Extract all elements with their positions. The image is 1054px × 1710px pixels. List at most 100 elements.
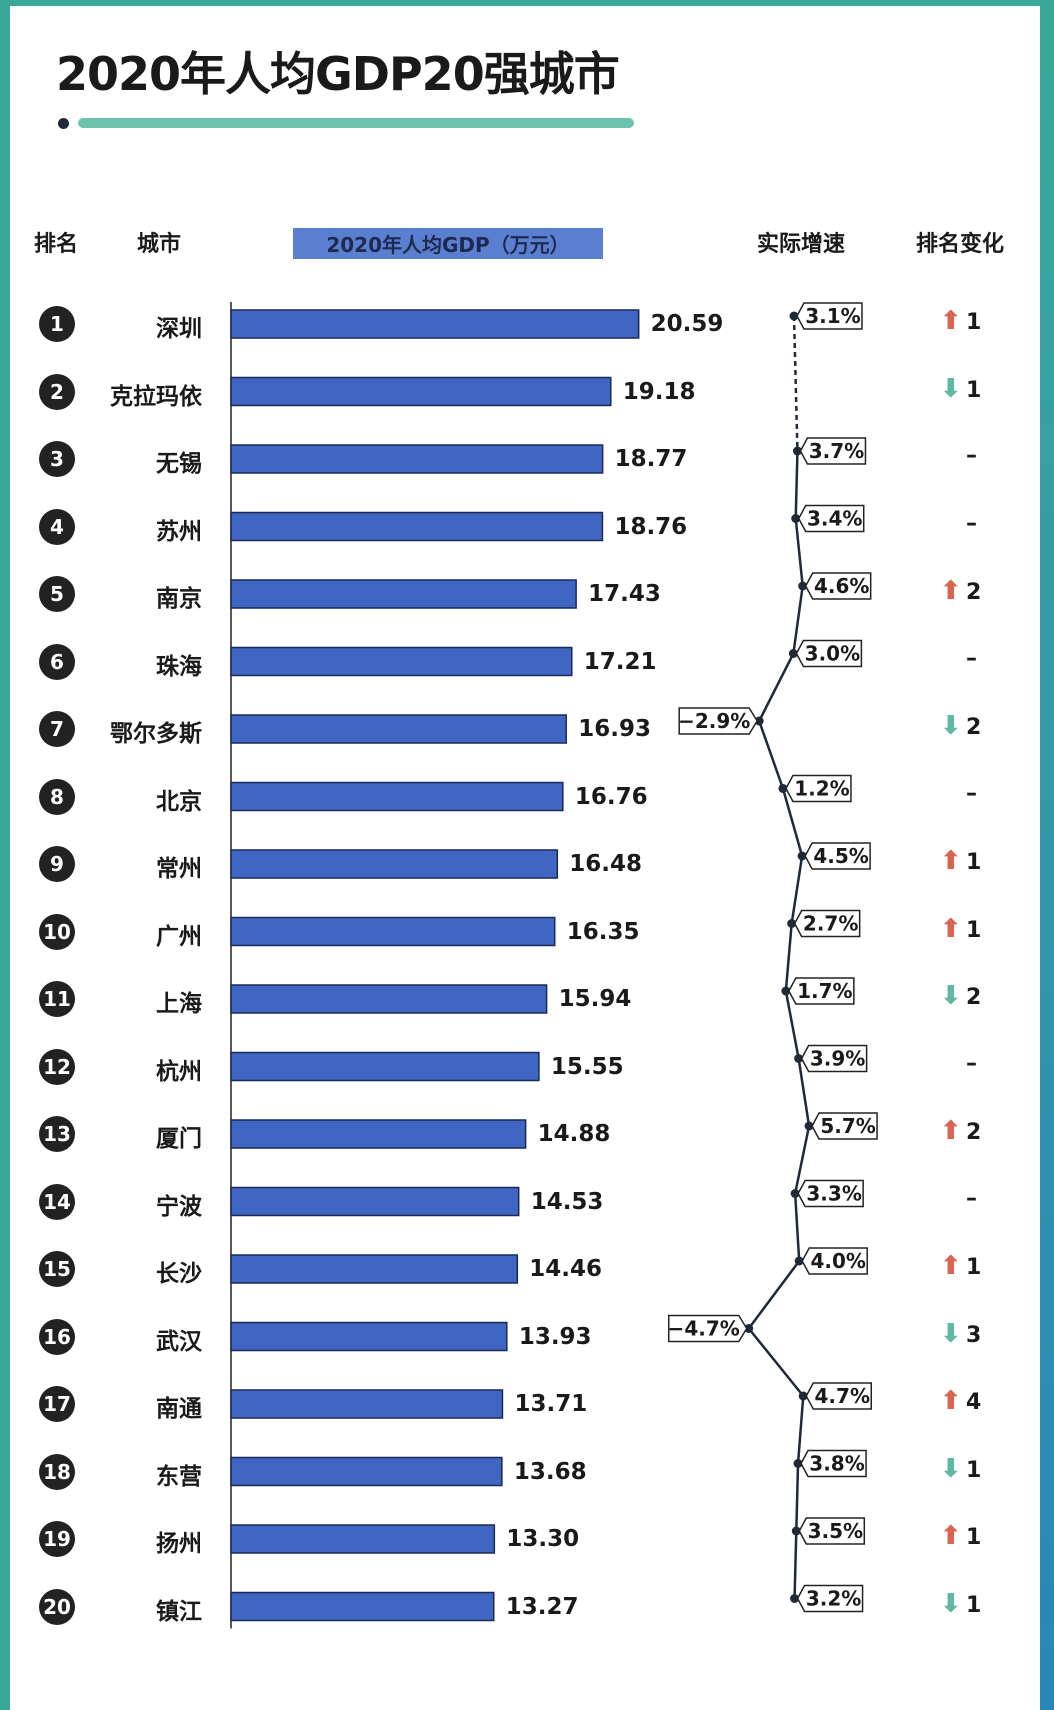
- growth-label-box: [800, 1044, 868, 1073]
- arrow-down-icon: ⬇: [940, 981, 962, 1011]
- rank-change: ⬆ 2: [940, 1118, 1010, 1145]
- growth-point: [798, 581, 808, 591]
- rank-change-value: 1: [966, 377, 982, 403]
- growth-line-segment: [796, 1395, 805, 1464]
- growth-label-box: [793, 909, 861, 938]
- growth-line-segment: [797, 1058, 811, 1127]
- growth-line-segment: [784, 923, 793, 992]
- bar: [230, 309, 640, 339]
- growth-point: [790, 1189, 800, 1198]
- bar: [230, 714, 567, 744]
- value-label: 14.53: [530, 1188, 604, 1215]
- value-label: 15.94: [558, 986, 632, 1012]
- city-label: 厦门: [156, 1126, 202, 1152]
- growth-label: 1.7%: [797, 979, 852, 1003]
- growth-label-box: [800, 1449, 867, 1478]
- arrow-down-icon: ⬇: [940, 1453, 962, 1484]
- growth-line-segment: [793, 1530, 798, 1599]
- growth-line-segment: [758, 720, 785, 789]
- growth-label: −4.7%: [668, 1317, 740, 1341]
- growth-line-segment: [794, 450, 799, 519]
- rank-change: ⬇ 3: [940, 1321, 1010, 1348]
- value-label: 13.30: [506, 1526, 580, 1552]
- growth-point: [754, 716, 764, 726]
- rank-badge: 8: [39, 778, 75, 815]
- growth-label-box: [785, 774, 852, 803]
- growth-label-box: [811, 1112, 878, 1140]
- rank-change: ⬇ 2: [940, 713, 1010, 740]
- value-label: 13.27: [505, 1593, 579, 1620]
- arrow-up-icon: ⬆: [940, 846, 962, 876]
- growth-label: 3.3%: [806, 1182, 861, 1206]
- city-label: 深圳: [156, 316, 202, 342]
- city-label: 东营: [156, 1463, 202, 1490]
- rank-change: ⬆ 2: [940, 578, 1010, 605]
- bar: [230, 444, 604, 474]
- bar: [230, 1456, 503, 1487]
- growth-label: 4.0%: [810, 1249, 865, 1273]
- rank-change: –: [940, 1186, 1010, 1211]
- header-city: 城市: [137, 232, 182, 257]
- rank-badge: 3: [39, 441, 75, 477]
- arrow-up-icon: ⬆: [940, 1521, 962, 1551]
- rank-badge: 11: [39, 981, 75, 1017]
- city-label: 克拉玛依: [110, 383, 202, 410]
- bar: [230, 849, 559, 879]
- growth-label-box: [797, 1179, 864, 1208]
- rank-change-value: 2: [966, 715, 982, 740]
- growth-label: 2.7%: [803, 912, 858, 936]
- growth-line-segment: [781, 788, 804, 857]
- city-label: 武汉: [156, 1328, 202, 1355]
- growth-point: [793, 1459, 803, 1468]
- growth-label-box: [667, 1314, 748, 1343]
- growth-label: 3.9%: [810, 1047, 865, 1071]
- city-label: 珠海: [156, 653, 202, 680]
- rank-change: –: [940, 646, 1010, 671]
- rank-change: –: [940, 781, 1010, 806]
- city-label: 南京: [156, 586, 202, 612]
- growth-line-segment: [794, 518, 804, 587]
- arrow-up-icon: ⬆: [940, 576, 962, 606]
- bar: [230, 781, 564, 812]
- value-label: 19.18: [622, 378, 696, 405]
- title-underline-dot: [58, 118, 69, 129]
- rank-change-value: 1: [966, 1592, 982, 1618]
- growth-point: [787, 919, 797, 928]
- rank-badge: 16: [39, 1318, 75, 1355]
- value-label: 14.46: [529, 1256, 603, 1282]
- bar: [230, 1321, 508, 1352]
- value-label: 17.21: [583, 648, 657, 675]
- bar: [230, 376, 612, 407]
- rank-change: ⬆ 1: [940, 308, 1010, 335]
- rank-change-value: 2: [966, 985, 982, 1010]
- rank-change-value: 4: [966, 1390, 982, 1415]
- growth-label-box: [804, 842, 871, 870]
- rank-change: ⬆ 4: [940, 1388, 1010, 1415]
- growth-label-box: [788, 977, 855, 1005]
- growth-point: [778, 784, 788, 793]
- growth-line-segment: [792, 585, 804, 654]
- city-label: 广州: [156, 923, 202, 950]
- growth-point: [791, 1526, 801, 1536]
- rank-badge: 1: [39, 306, 75, 342]
- rank-change: –: [940, 1051, 1010, 1076]
- bar: [230, 1119, 527, 1149]
- growth-point: [789, 311, 799, 321]
- value-label: 13.93: [518, 1323, 592, 1350]
- rank-change: –: [940, 511, 1010, 536]
- bar: [230, 1389, 504, 1419]
- growth-point: [794, 1256, 804, 1266]
- growth-point: [781, 986, 791, 996]
- value-label: 13.68: [513, 1458, 587, 1485]
- growth-label: 4.6%: [814, 574, 869, 598]
- arrow-down-icon: ⬇: [940, 711, 962, 741]
- rank-change: –: [940, 443, 1010, 468]
- rank-badge: 9: [39, 846, 75, 882]
- city-label: 苏州: [156, 518, 202, 545]
- city-label: 上海: [156, 991, 202, 1017]
- growth-line-segment: [758, 652, 795, 722]
- city-label: 宁波: [156, 1193, 202, 1220]
- growth-label: 4.7%: [815, 1384, 870, 1408]
- growth-point: [798, 1391, 808, 1401]
- frame-right: [1040, 0, 1054, 1710]
